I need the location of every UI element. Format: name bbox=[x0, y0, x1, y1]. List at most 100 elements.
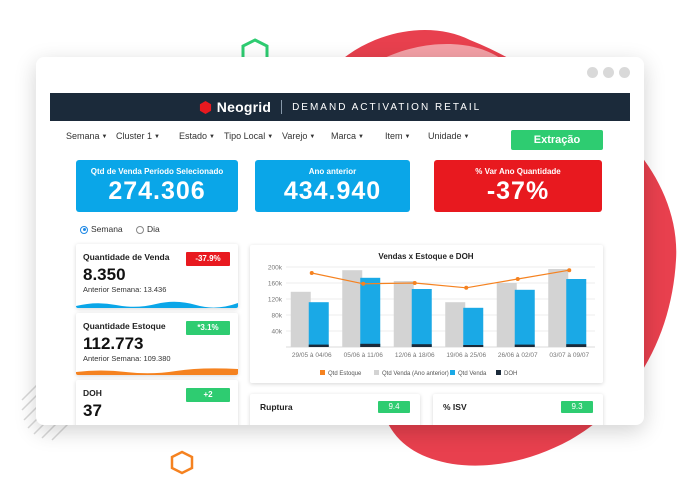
y-tick-label: 200k bbox=[268, 265, 283, 272]
bar-doh bbox=[514, 344, 535, 347]
y-tick-label: 120k bbox=[268, 297, 283, 304]
window-dot-icon[interactable] bbox=[603, 67, 614, 78]
window-dot-icon[interactable] bbox=[619, 67, 630, 78]
bar-sales bbox=[308, 302, 329, 347]
summary-badge: 9.3 bbox=[561, 401, 593, 413]
bar-sales bbox=[566, 279, 587, 347]
header-divider bbox=[281, 100, 283, 114]
kpi-value: -37% bbox=[486, 177, 550, 205]
radio-selected-icon bbox=[80, 225, 88, 234]
chevron-down-icon: ▼ bbox=[209, 133, 215, 140]
filter-marca[interactable]: Marca ▼ bbox=[331, 131, 364, 141]
summary-title: Ruptura bbox=[260, 402, 293, 412]
metric-value: 37 bbox=[83, 401, 102, 420]
chevron-down-icon: ▼ bbox=[404, 133, 411, 140]
y-tick-label: 40k bbox=[272, 329, 283, 336]
x-tick-label: 26/06 à 02/07 bbox=[498, 352, 538, 359]
filter-label: Estado bbox=[179, 131, 208, 141]
y-tick-label: 160k bbox=[268, 281, 283, 288]
metric-title: Quantidade de Venda bbox=[83, 252, 170, 262]
metric-previous: Anterior Semana: 109.380 bbox=[83, 354, 171, 363]
metric-card-sales-qty: Quantidade de Venda 8.350 Anterior Seman… bbox=[76, 244, 238, 308]
chevron-down-icon: ▼ bbox=[267, 133, 274, 140]
radio-dia[interactable]: Dia bbox=[136, 224, 160, 234]
x-tick-label: 03/07 à 09/07 bbox=[549, 352, 589, 359]
app-header: Neogrid DEMAND ACTIVATION RETAIL bbox=[50, 93, 630, 121]
bar-doh bbox=[411, 344, 432, 347]
bar-sales bbox=[463, 307, 484, 347]
metric-card-doh: DOH 37 +2 bbox=[76, 380, 238, 425]
bar-prev-year-sales bbox=[342, 270, 363, 347]
point-stock bbox=[309, 271, 314, 275]
metric-title: Quantidade Estoque bbox=[83, 321, 166, 331]
sales-stock-chart-card: Vendas x Estoque e DOH 40k 80k 120k 160k 200… bbox=[250, 245, 603, 383]
legend-swatch bbox=[374, 370, 379, 375]
radio-label: Dia bbox=[147, 224, 160, 234]
radio-unselected-icon bbox=[136, 225, 144, 234]
filter-label: Varejo bbox=[282, 131, 308, 141]
x-tick-label: 12/06 à 18/06 bbox=[395, 352, 435, 359]
sparkline-area bbox=[76, 301, 238, 308]
kpi-card-var-percent: % Var Ano Quantidade -37% bbox=[434, 160, 602, 212]
filter-label: Semana bbox=[66, 131, 100, 141]
chevron-down-icon: ▼ bbox=[463, 133, 470, 140]
point-stock bbox=[515, 277, 520, 281]
legend-swatch bbox=[320, 370, 325, 375]
legend-label: Qtd Venda (Ano anterior) bbox=[382, 371, 449, 377]
sales-stock-chart: Vendas x Estoque e DOH 40k 80k 120k 160k 200… bbox=[268, 252, 595, 377]
filter-label: Tipo Local bbox=[224, 131, 266, 141]
bar-prev-year-sales bbox=[548, 269, 569, 347]
legend-label: DOH bbox=[504, 371, 517, 377]
kpi-label: % Var Ano Quantidade bbox=[475, 167, 561, 176]
x-tick-label: 19/06 à 25/06 bbox=[446, 352, 486, 359]
x-tick-label: 29/05 à 04/06 bbox=[292, 352, 332, 359]
filter-bar: Semana ▼ Cluster 1 ▼ Estado ▼ Tipo Local ▼ V… bbox=[66, 131, 566, 145]
filter-varejo[interactable]: Varejo ▼ bbox=[282, 131, 315, 141]
filter-label: Marca bbox=[331, 131, 357, 141]
summary-title: % ISV bbox=[443, 402, 467, 412]
kpi-card-sales: Qtd de Venda Período Selecionado 274.306 bbox=[76, 160, 238, 212]
filter-semana[interactable]: Semana ▼ bbox=[66, 131, 107, 141]
filter-tipo-local[interactable]: Tipo Local ▼ bbox=[224, 131, 273, 141]
product-name: DEMAND ACTIVATION RETAIL bbox=[292, 101, 482, 113]
kpi-label: Ano anterior bbox=[308, 167, 357, 176]
orange-hexagon-icon bbox=[170, 450, 194, 475]
window-dot-icon[interactable] bbox=[587, 67, 598, 78]
bar-prev-year-sales bbox=[496, 283, 517, 347]
bar-prev-year-sales bbox=[445, 302, 466, 347]
filter-cluster[interactable]: Cluster 1 ▼ bbox=[116, 131, 160, 141]
bar-doh bbox=[566, 344, 587, 347]
kpi-value: 434.940 bbox=[283, 177, 382, 205]
legend-swatch bbox=[450, 370, 455, 375]
filter-unidade[interactable]: Unidade ▼ bbox=[428, 131, 469, 141]
metric-value: 112.773 bbox=[83, 334, 144, 353]
legend-swatch bbox=[496, 370, 501, 375]
bar-prev-year-sales bbox=[290, 291, 311, 347]
metric-title: DOH bbox=[83, 388, 102, 398]
radio-semana[interactable]: Semana bbox=[80, 224, 123, 234]
bar-doh bbox=[360, 343, 381, 347]
change-badge: *3.1% bbox=[186, 321, 230, 335]
line-stock bbox=[311, 269, 570, 289]
metric-card-stock-qty: Quantidade Estoque 112.773 Anterior Sema… bbox=[76, 313, 238, 375]
x-tick-label: 05/06 à 11/06 bbox=[344, 352, 384, 359]
bar-prev-year-sales bbox=[393, 281, 414, 347]
extract-button[interactable]: Extração bbox=[511, 130, 603, 150]
point-stock bbox=[361, 281, 366, 286]
metric-previous: Anterior Semana: 13.436 bbox=[83, 285, 167, 294]
radio-label: Semana bbox=[91, 224, 123, 234]
change-badge: -37.9% bbox=[186, 252, 230, 266]
sparkline-area bbox=[76, 368, 238, 375]
chevron-down-icon: ▼ bbox=[358, 133, 364, 140]
chart-title: Vendas x Estoque e DOH bbox=[378, 252, 473, 261]
filter-item[interactable]: Item ▼ bbox=[385, 131, 410, 141]
point-stock bbox=[464, 285, 469, 290]
filter-estado[interactable]: Estado ▼ bbox=[179, 131, 215, 141]
kpi-label: Qtd de Venda Período Selecionado bbox=[90, 167, 224, 176]
kpi-card-previous-year: Ano anterior 434.940 bbox=[255, 160, 410, 212]
hexagon-logo-icon bbox=[199, 100, 211, 114]
point-stock bbox=[412, 281, 417, 285]
legend-label: Qtd Estoque bbox=[328, 371, 362, 377]
summary-badge: 9.4 bbox=[378, 401, 410, 413]
filter-label: Item bbox=[385, 131, 403, 141]
